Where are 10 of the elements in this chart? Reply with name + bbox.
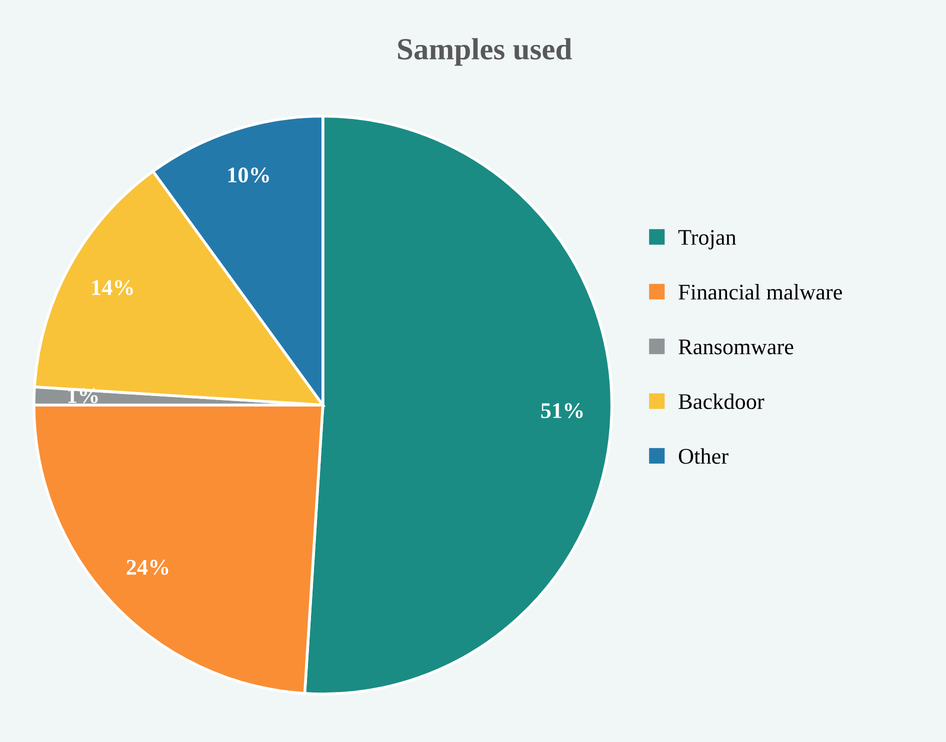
data-label: 24% — [126, 560, 168, 575]
legend-label: Trojan — [678, 230, 736, 250]
data-label: 51% — [541, 403, 583, 418]
legend-label: Other — [678, 448, 728, 464]
data-label: 14% — [92, 280, 133, 296]
legend-label: Financial malware — [678, 284, 842, 300]
data-label: 10% — [228, 168, 269, 183]
legend-label: Backdoor — [678, 393, 764, 410]
legend-label: Ransomware — [678, 340, 794, 354]
chart-title: Samples used — [398, 38, 572, 66]
